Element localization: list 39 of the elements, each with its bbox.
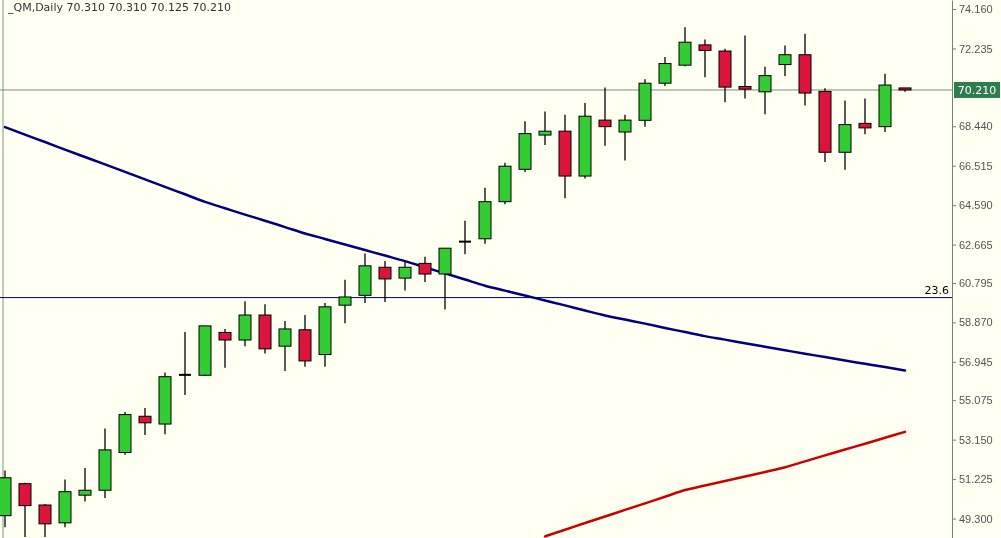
y-tick-label: 68.440 xyxy=(959,120,993,133)
candlestick xyxy=(179,331,191,396)
candlestick xyxy=(18,482,32,538)
y-tick-label: 58.870 xyxy=(959,316,993,329)
candlestick xyxy=(738,34,752,100)
y-tick-label: 64.590 xyxy=(959,199,993,212)
candlestick xyxy=(138,407,152,436)
candlestick xyxy=(278,320,292,372)
y-tick-label: 53.150 xyxy=(959,433,993,446)
y-tick-label: 49.300 xyxy=(959,512,993,525)
candlestick xyxy=(698,38,712,78)
y-tick-label: 55.075 xyxy=(959,394,993,407)
line-series xyxy=(543,430,907,538)
candlestick xyxy=(678,26,692,67)
candlestick xyxy=(459,220,471,255)
candlestick xyxy=(538,110,552,146)
ref-line-label: 70.210 xyxy=(957,83,997,97)
y-tick-label: 74.160 xyxy=(959,3,993,16)
y-tick-label: 56.945 xyxy=(959,355,993,368)
annotation: 23.6 xyxy=(924,283,949,297)
candlestick xyxy=(598,86,612,147)
candlestick xyxy=(858,97,872,135)
candlestick xyxy=(38,503,52,538)
candlestick xyxy=(218,328,232,369)
y-tick-label: 72.235 xyxy=(959,42,993,55)
y-tick-label: 66.515 xyxy=(959,159,993,172)
candlestick xyxy=(78,467,92,503)
candlestick xyxy=(778,44,792,77)
chart-title: _QM,Daily 70.310 70.310 70.125 70.210 xyxy=(7,1,231,14)
candlestick xyxy=(618,114,632,162)
candlestick xyxy=(658,56,672,87)
candlestick xyxy=(338,279,352,324)
candlestick xyxy=(758,66,772,116)
candlestick xyxy=(398,260,412,292)
y-tick-label: 62.665 xyxy=(959,238,993,251)
candlestick xyxy=(378,260,392,303)
candlestick xyxy=(418,256,432,283)
y-tick-label: 60.795 xyxy=(959,276,993,289)
y-tick-label: 51.225 xyxy=(959,473,993,486)
